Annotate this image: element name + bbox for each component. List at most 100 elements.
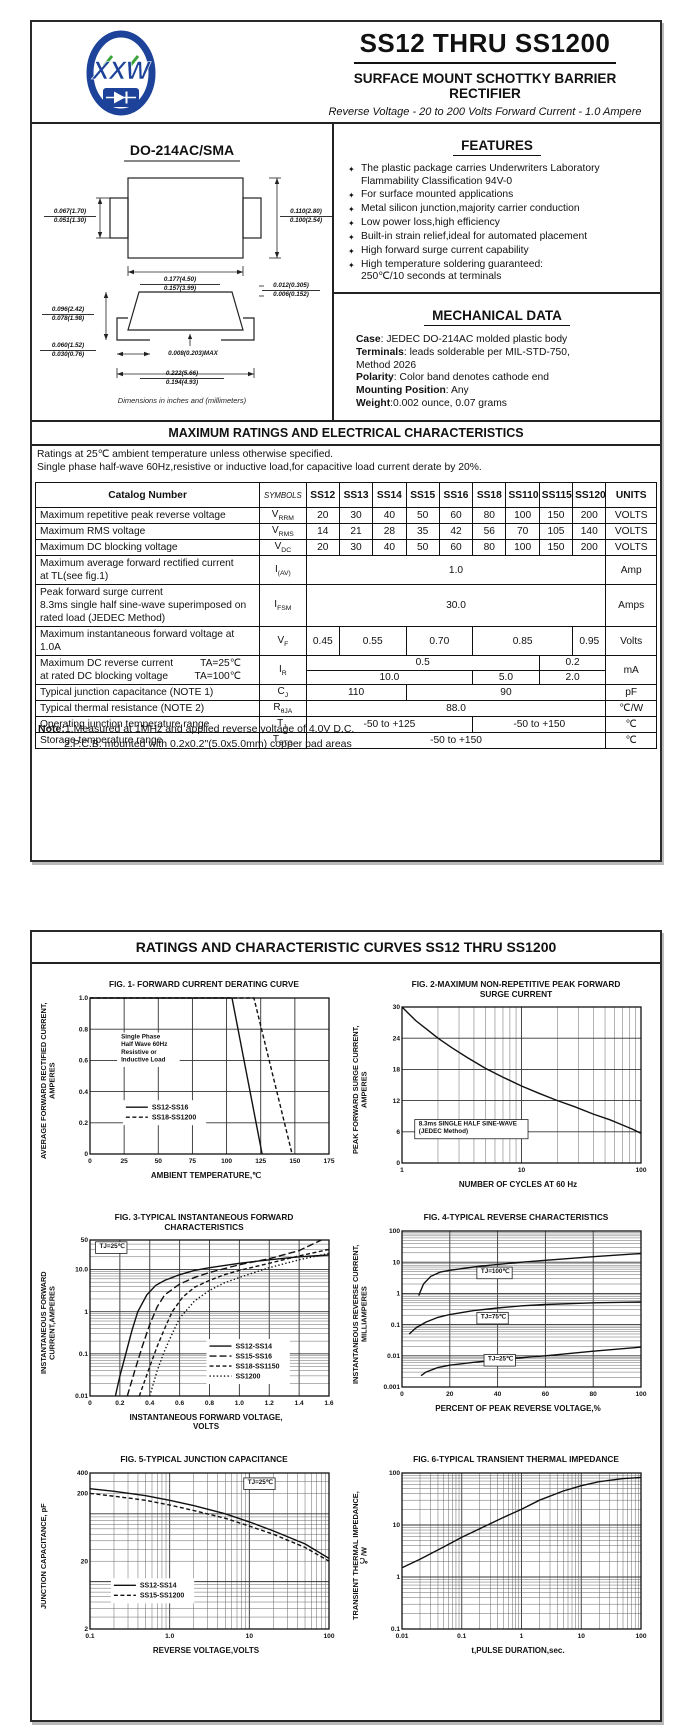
svg-text:1.2: 1.2 bbox=[265, 1400, 274, 1407]
table-cell: VOLTS bbox=[605, 523, 657, 540]
svg-text:1: 1 bbox=[400, 1167, 404, 1174]
features-section: FEATURES ✦ The plastic package carries Un… bbox=[334, 124, 660, 292]
svg-text:10: 10 bbox=[393, 1522, 401, 1529]
figure-5-title: FIG. 5-TYPICAL JUNCTION CAPACITANCE bbox=[120, 1454, 288, 1464]
table-cell: 30 bbox=[338, 507, 374, 524]
svg-text:TJ=25℃: TJ=25℃ bbox=[248, 1478, 273, 1485]
svg-text:1.4: 1.4 bbox=[295, 1400, 304, 1407]
figure-6-title: FIG. 6-TYPICAL TRANSIENT THERMAL IMPEDAN… bbox=[413, 1454, 619, 1464]
table-cell: 28 bbox=[372, 523, 407, 540]
table-cell: Maximum DC blocking voltage bbox=[34, 539, 261, 556]
table-header-cell: SS18 bbox=[472, 482, 507, 508]
svg-text:40: 40 bbox=[494, 1391, 502, 1398]
svg-text:TJ=25℃: TJ=25℃ bbox=[488, 1355, 513, 1362]
header: XXW SS12 THRU SS1200 SURFACE MOUNT SCHOT… bbox=[32, 22, 660, 124]
curve-SS12-SS14 bbox=[114, 1254, 330, 1397]
svg-text:SS12-SS14: SS12-SS14 bbox=[140, 1582, 177, 1589]
feature-item: ✦ Built-in strain relief,ideal for automa… bbox=[348, 231, 654, 245]
curve-surge-current bbox=[401, 1006, 642, 1135]
svg-text:0.1: 0.1 bbox=[391, 1321, 400, 1328]
mech-line: Polarity: Color band denotes cathode end bbox=[356, 372, 549, 384]
figure-2-xlabel: NUMBER OF CYCLES AT 60 Hz bbox=[458, 1180, 578, 1189]
svg-text:100: 100 bbox=[221, 1158, 232, 1165]
table-cell: 35 bbox=[405, 523, 440, 540]
table-cell: 200 bbox=[572, 507, 607, 524]
figure-2-plot: 1 10 100 0 6 12 18 24 30 8.3ms SINGLE HALF SINE-W… bbox=[393, 1004, 647, 1174]
table-cell: VOLTS bbox=[605, 539, 657, 556]
figure-2: FIG. 2-MAXIMUM NON-REPETITIVE PEAK FORWA… bbox=[351, 979, 654, 1189]
svg-text:24: 24 bbox=[393, 1035, 401, 1042]
dim-body-width: 0.177(4.50) 0.157(3.99) bbox=[140, 276, 220, 293]
svg-text:0.01: 0.01 bbox=[75, 1393, 88, 1400]
curve-SS1200 bbox=[149, 1252, 330, 1397]
header-title-block: SS12 THRU SS1200 SURFACE MOUNT SCHOTTKY … bbox=[320, 28, 650, 118]
table-header-cell: SS110 bbox=[505, 482, 540, 508]
table-header-cell: SS16 bbox=[438, 482, 474, 508]
curve-SS15-SS1200 bbox=[89, 1492, 330, 1562]
note-line2: 2.P.C.B. mounted with 0.2x0.2"(5.0x5.0mm… bbox=[64, 738, 352, 750]
svg-text:0.2: 0.2 bbox=[79, 1120, 88, 1127]
svg-text:0.6: 0.6 bbox=[175, 1400, 184, 1407]
note-line1: Note:1.Measured at 1MHz and applied reve… bbox=[38, 723, 355, 735]
figure-1-title: FIG. 1- FORWARD CURRENT DERATING CURVE bbox=[109, 979, 299, 989]
svg-text:200: 200 bbox=[77, 1490, 88, 1497]
svg-text:SS1200: SS1200 bbox=[236, 1373, 261, 1380]
table-cell: 140 bbox=[572, 523, 607, 540]
figure-3-title: FIG. 3-TYPICAL INSTANTANEOUS FORWARD CHA… bbox=[114, 1212, 294, 1232]
table-cell: 100 bbox=[505, 539, 540, 556]
curve-SS12-SS14 bbox=[89, 1487, 330, 1559]
table-cell: 105 bbox=[538, 523, 574, 540]
table-cell: 0.85 bbox=[472, 626, 574, 656]
feature-item: ✦ Metal silicon junction,majority carrier… bbox=[348, 203, 654, 217]
table-cell: 88.0 bbox=[305, 700, 607, 717]
svg-text:0.1: 0.1 bbox=[391, 1626, 400, 1633]
table-cell: Maximum repetitive peak reverse voltage bbox=[34, 507, 261, 524]
svg-text:20: 20 bbox=[81, 1558, 89, 1565]
curve-SS18-SS1200 bbox=[90, 996, 293, 1154]
svg-text:0: 0 bbox=[400, 1391, 404, 1398]
table-header-cell: Catalog Number bbox=[34, 482, 261, 508]
svg-text:10.0: 10.0 bbox=[75, 1267, 88, 1274]
figure-3-ylabel: INSTANTANEOUS FORWARD CURRENT,AMPERES bbox=[39, 1271, 57, 1375]
figure-4-xlabel: PERCENT OF PEAK REVERSE VOLTAGE,% bbox=[435, 1403, 601, 1413]
page-tagline: Reverse Voltage - 20 to 200 Volts Forwar… bbox=[328, 106, 642, 118]
table-cell: 14 bbox=[305, 523, 340, 540]
table-cell: -50 to +150 bbox=[305, 732, 607, 749]
company-logo: XXW bbox=[86, 30, 156, 116]
feature-item: ✦ The plastic package carries Underwriter… bbox=[348, 163, 600, 187]
svg-text:20: 20 bbox=[446, 1391, 454, 1398]
table-cell: 20 bbox=[305, 507, 340, 524]
svg-text:SS15-SS1200: SS15-SS1200 bbox=[140, 1592, 184, 1599]
mech-line: Method 2026 bbox=[356, 359, 417, 371]
svg-text:1.0: 1.0 bbox=[165, 1633, 174, 1640]
logo-text: XXW bbox=[91, 57, 152, 85]
svg-text:1: 1 bbox=[520, 1633, 524, 1640]
svg-text:175: 175 bbox=[323, 1158, 334, 1165]
figure-4-title: FIG. 4-TYPICAL REVERSE CHARACTERISTICS bbox=[423, 1212, 609, 1222]
svg-text:150: 150 bbox=[289, 1158, 300, 1165]
mech-line: Terminals: leads solderable per MIL-STD-… bbox=[356, 346, 570, 358]
svg-text:0: 0 bbox=[84, 1151, 88, 1158]
figure-4: FIG. 4-TYPICAL REVERSE CHARACTERISTICS I… bbox=[351, 1212, 654, 1431]
svg-text:0.1: 0.1 bbox=[457, 1633, 466, 1640]
table-cell: 40 bbox=[372, 507, 407, 524]
svg-text:TJ=75℃: TJ=75℃ bbox=[481, 1313, 506, 1320]
svg-text:0.8: 0.8 bbox=[205, 1400, 214, 1407]
svg-text:100: 100 bbox=[389, 1228, 400, 1235]
svg-text:1.0: 1.0 bbox=[235, 1400, 244, 1407]
table-cell: 0.45 bbox=[305, 626, 340, 656]
table-cell: 60 bbox=[438, 507, 474, 524]
feature-item: ✦ High forward surge current capability bbox=[348, 245, 654, 259]
figure-2-ylabel: PEAK FORWARD SURGE CURRENT, AMPERES bbox=[351, 1025, 369, 1155]
dim-profile-height: 0.096(2.42) 0.078(1.98) bbox=[42, 306, 94, 323]
table-cell: 0.95 bbox=[572, 626, 607, 656]
svg-text:125: 125 bbox=[255, 1158, 266, 1165]
svg-text:1: 1 bbox=[396, 1574, 400, 1581]
figure-5-ylabel: JUNCTION CAPACITANCE, pF bbox=[39, 1502, 48, 1609]
table-cell: 0.55 bbox=[338, 626, 407, 656]
svg-text:SS18-SS1200: SS18-SS1200 bbox=[152, 1114, 196, 1121]
table-cell: VOLTS bbox=[605, 507, 657, 524]
figure-1: FIG. 1- FORWARD CURRENT DERATING CURVE A… bbox=[39, 979, 342, 1189]
table-cell: 80 bbox=[472, 507, 507, 524]
